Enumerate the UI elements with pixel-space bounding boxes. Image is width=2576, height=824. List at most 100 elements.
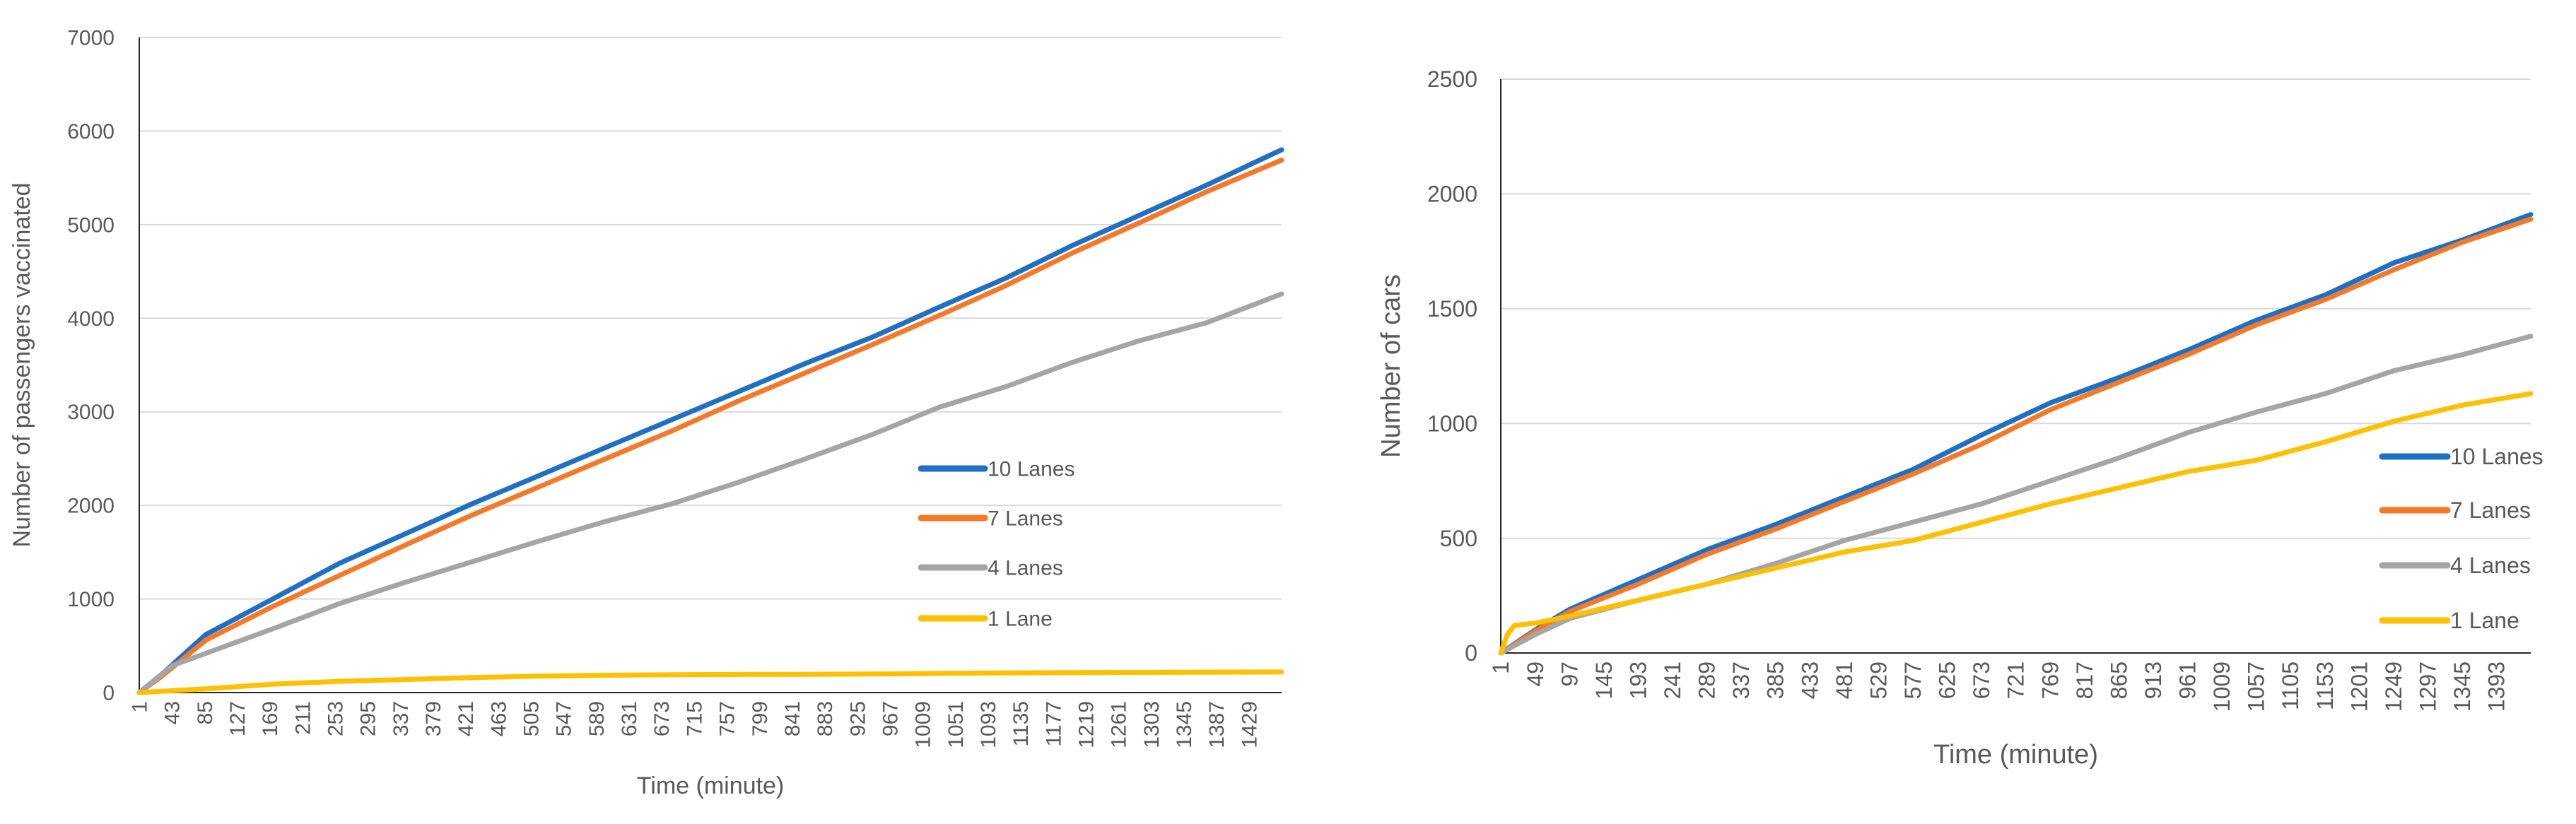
x-tick-label: 1219 <box>1075 701 1098 748</box>
x-tick-label: 925 <box>846 701 870 736</box>
x-tick-label: 673 <box>1969 661 1994 699</box>
y-tick-label: 6000 <box>67 120 115 143</box>
x-axis-title: Time (minute) <box>637 772 784 799</box>
x-tick-label: 97 <box>1557 661 1582 687</box>
x-tick-label: 127 <box>226 701 250 736</box>
x-tick-label: 913 <box>2141 661 2166 699</box>
legend-label-4-lanes: 4 Lanes <box>2450 553 2531 578</box>
y-tick-label: 1000 <box>1427 411 1477 436</box>
x-tick-label: 799 <box>749 701 772 736</box>
legend-label-10-lanes: 10 Lanes <box>2450 444 2543 469</box>
series-line-10-lanes <box>1498 212 2534 656</box>
y-tick-label: 1500 <box>1427 296 1477 322</box>
x-tick-label: 85 <box>194 701 217 724</box>
x-tick-label: 295 <box>357 701 380 736</box>
x-tick-label: 193 <box>1625 661 1651 699</box>
legend-label-4-lanes: 4 Lanes <box>988 557 1063 580</box>
y-tick-label: 0 <box>103 682 115 705</box>
x-tick-label: 505 <box>520 701 544 736</box>
x-tick-label: 169 <box>259 701 282 736</box>
series-line-10-lanes <box>136 147 1284 695</box>
series-line-1-lane <box>136 669 1284 695</box>
x-tick-label: 43 <box>161 701 185 724</box>
y-tick-label: 2000 <box>1427 182 1477 207</box>
x-tick-label: 1135 <box>1009 701 1033 747</box>
x-tick-label: 1345 <box>2449 661 2475 712</box>
series-line-4-lanes <box>136 291 1284 695</box>
x-tick-label: 715 <box>683 701 706 736</box>
x-tick-label: 1009 <box>912 701 935 748</box>
x-tick-label: 577 <box>1900 661 1926 699</box>
x-tick-label: 49 <box>1523 661 1548 687</box>
x-tick-label: 1201 <box>2346 661 2372 712</box>
x-tick-label: 631 <box>618 701 641 736</box>
x-tick-label: 1429 <box>1238 701 1261 748</box>
x-tick-label: 1261 <box>1108 701 1131 748</box>
x-tick-label: 1 <box>129 701 152 713</box>
x-tick-label: 481 <box>1832 661 1857 699</box>
y-tick-label: 4000 <box>67 307 115 331</box>
legend-label-10-lanes: 10 Lanes <box>988 458 1075 481</box>
x-tick-label: 547 <box>553 701 576 736</box>
chart-passengers-vaccinated: 0 1000 2000 3000 4000 5000 6000 7000 1 43 85 127 169… <box>8 27 1284 799</box>
legend-label-1-lane: 1 Lane <box>988 608 1053 631</box>
legend-label-1-lane: 1 Lane <box>2450 608 2519 633</box>
x-tick-label: 241 <box>1660 661 1685 699</box>
x-tick-label: 1177 <box>1042 701 1065 747</box>
legend-label-7-lanes: 7 Lanes <box>988 507 1063 531</box>
x-tick-label: 721 <box>2003 661 2029 699</box>
legend-label-7-lanes: 7 Lanes <box>2450 498 2531 523</box>
x-tick-label: 625 <box>1935 661 1960 699</box>
x-tick-label: 379 <box>422 701 445 736</box>
x-tick-label: 967 <box>879 701 902 736</box>
x-tick-label: 817 <box>2072 661 2097 699</box>
x-tick-label: 1387 <box>1205 701 1229 748</box>
x-tick-label: 145 <box>1591 661 1617 699</box>
x-tick-label: 337 <box>390 701 413 736</box>
x-tick-label: 769 <box>2037 661 2063 699</box>
x-tick-label: 673 <box>650 701 674 736</box>
x-axis-title: Time (minute) <box>1933 740 2098 770</box>
x-tick-label: 883 <box>814 701 837 736</box>
series-line-4-lanes <box>1498 334 2534 656</box>
x-tick-label: 1303 <box>1140 701 1164 748</box>
x-tick-label: 1105 <box>2278 661 2303 710</box>
x-tick-label: 1345 <box>1173 701 1196 748</box>
x-tick-label: 337 <box>1728 661 1754 699</box>
x-tick-label: 253 <box>324 701 348 736</box>
y-tick-label: 2500 <box>1427 66 1477 92</box>
x-tick-label: 421 <box>455 701 478 736</box>
x-tick-label: 385 <box>1763 661 1788 699</box>
x-tick-label: 463 <box>487 701 510 736</box>
x-tick-label: 211 <box>291 701 315 735</box>
x-tick-label: 1393 <box>2484 661 2510 712</box>
x-tick-label: 433 <box>1797 661 1822 699</box>
series-line-7-lanes <box>136 158 1284 695</box>
series-line-7-lanes <box>1498 216 2534 656</box>
x-tick-label: 1153 <box>2312 661 2338 710</box>
x-tick-label: 1051 <box>944 701 968 748</box>
x-tick-label: 757 <box>716 701 739 736</box>
chart-number-of-cars: 0 500 1000 1500 2000 2500 1 49 97 145 193 241 289 337… <box>1376 66 2543 770</box>
y-tick-label: 3000 <box>67 401 115 424</box>
x-tick-label: 1009 <box>2209 661 2235 712</box>
x-tick-label: 961 <box>2175 661 2201 699</box>
x-tick-label: 589 <box>585 701 609 736</box>
x-tick-label: 289 <box>1694 661 1720 699</box>
x-tick-label: 1249 <box>2381 661 2406 712</box>
x-tick-label: 1057 <box>2244 661 2269 712</box>
x-tick-label: 529 <box>1866 661 1891 699</box>
x-tick-label: 1297 <box>2416 661 2441 712</box>
x-tick-label: 865 <box>2106 661 2131 699</box>
y-tick-label: 2000 <box>67 495 115 518</box>
y-tick-label: 1000 <box>67 588 115 611</box>
y-tick-label: 7000 <box>67 27 115 50</box>
y-tick-label: 500 <box>1440 526 1477 551</box>
y-axis-title: Number of passengers vaccinated <box>8 183 35 548</box>
y-axis-title: Number of cars <box>1376 274 1406 458</box>
x-tick-label: 841 <box>781 701 804 736</box>
series-line-1-lane <box>1498 391 2534 656</box>
y-tick-label: 5000 <box>67 213 115 237</box>
y-tick-label: 0 <box>1465 640 1477 666</box>
